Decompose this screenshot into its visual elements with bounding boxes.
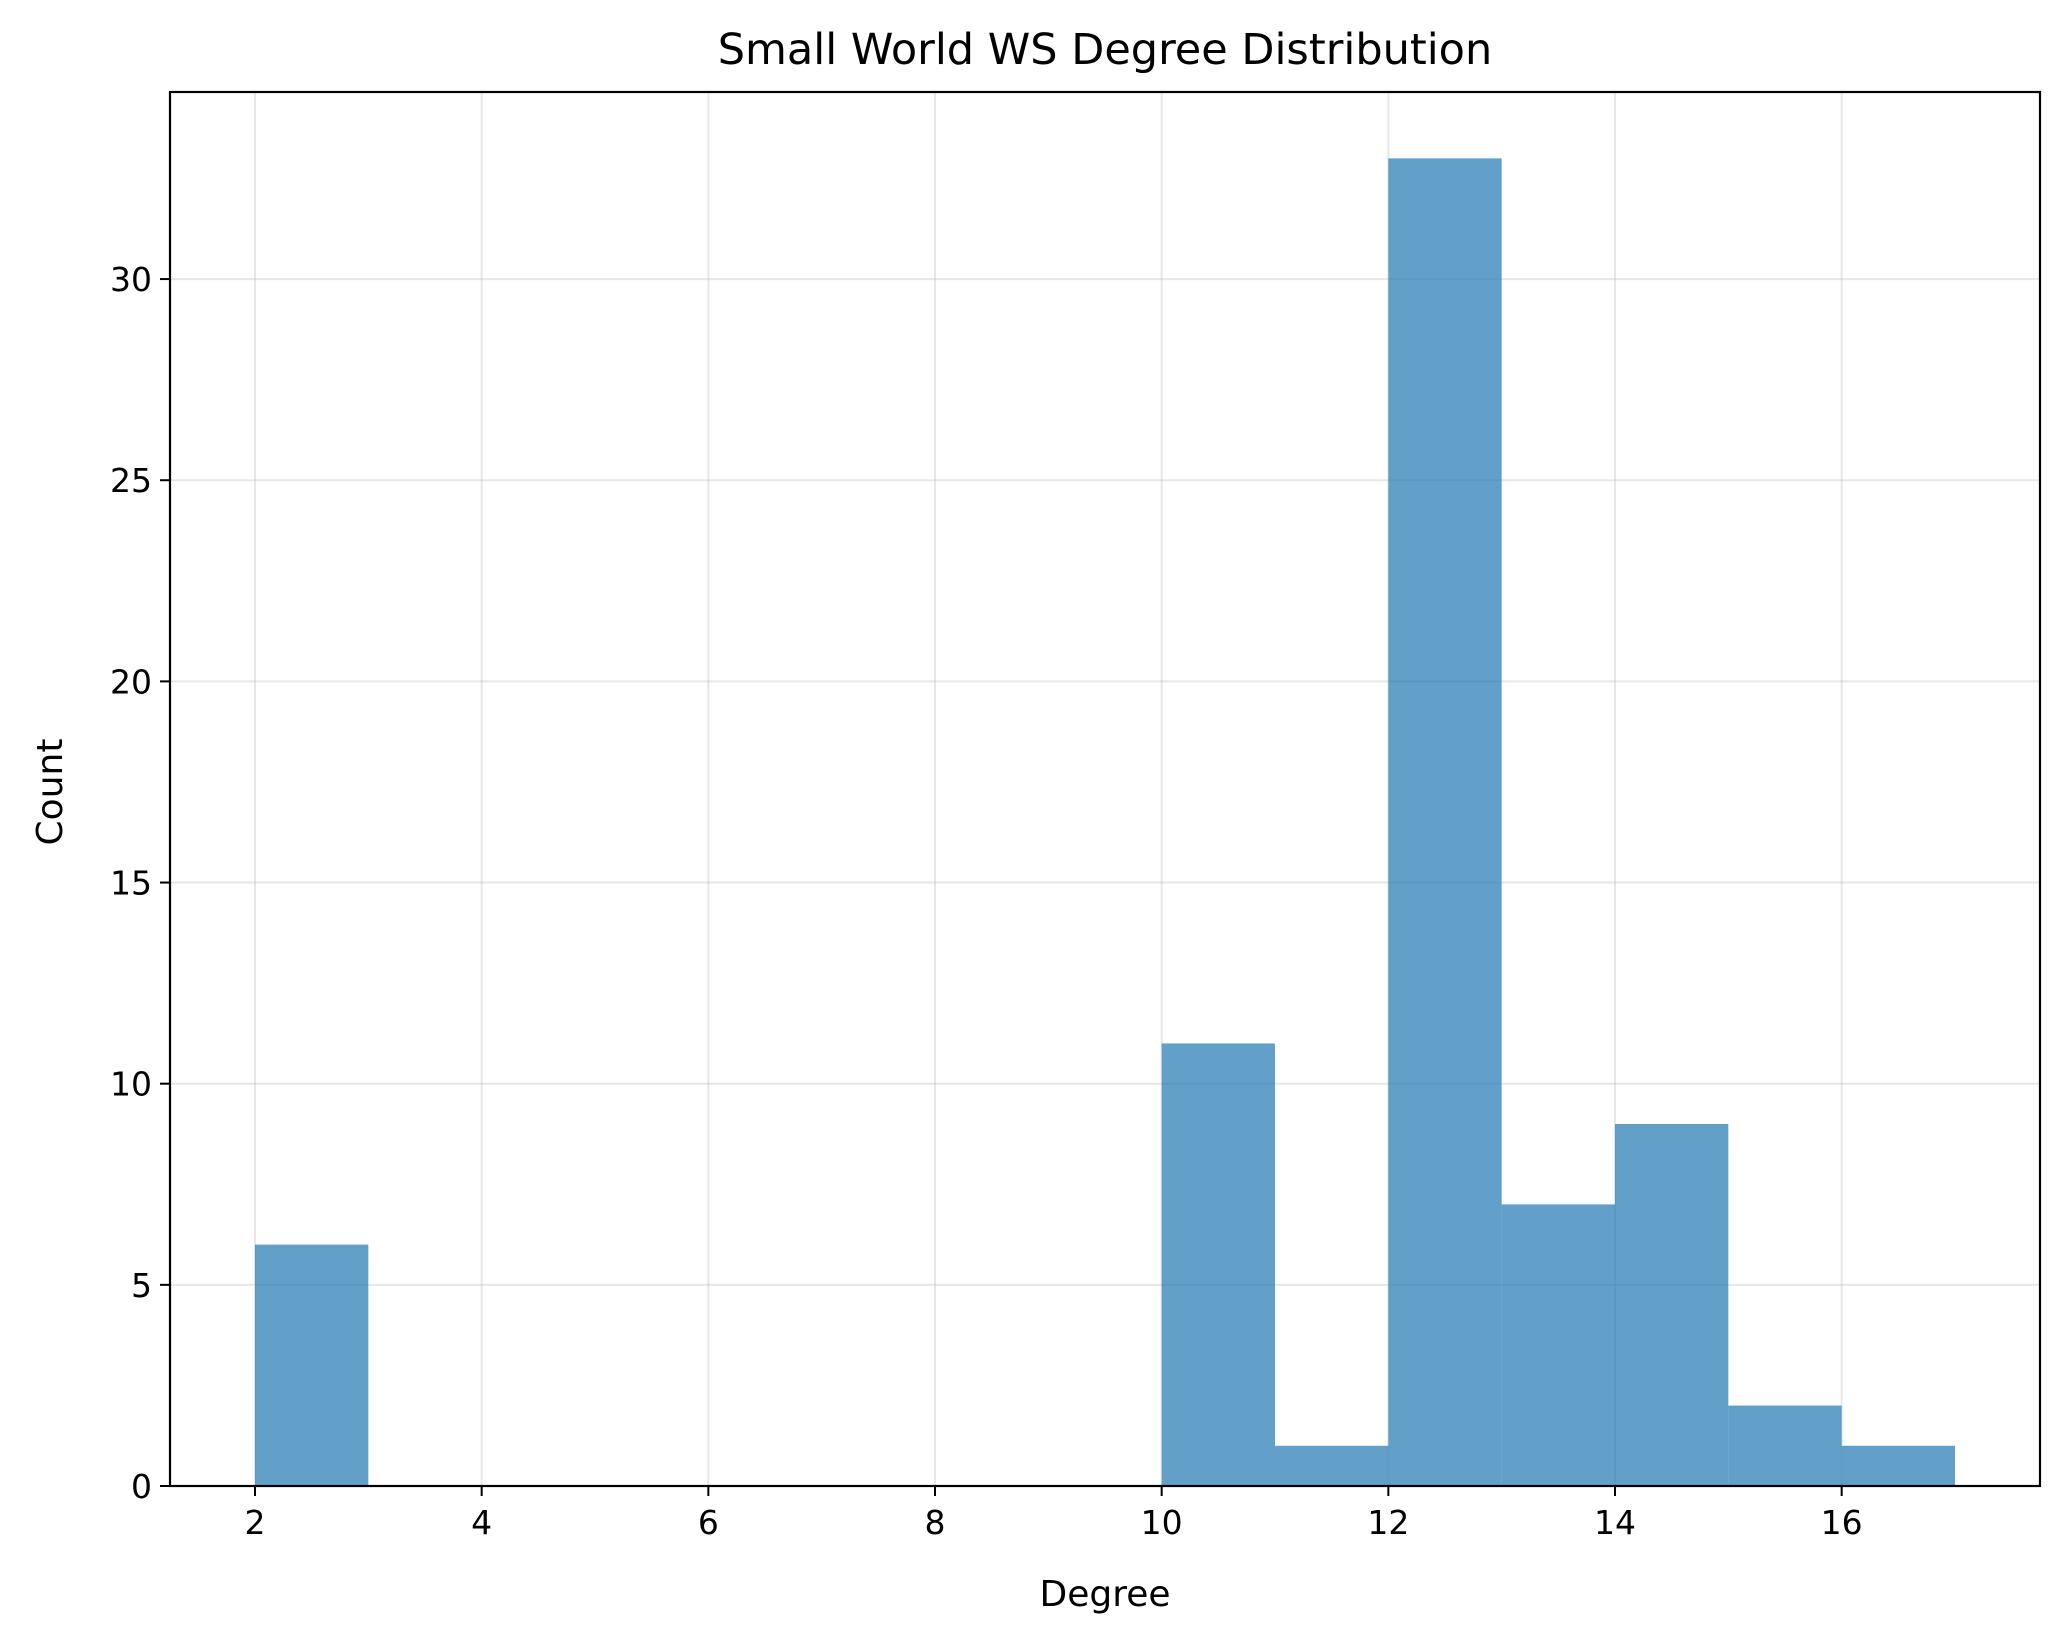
x-tick-label: 10 — [1141, 1503, 1183, 1542]
chart-title: Small World WS Degree Distribution — [718, 25, 1493, 75]
x-tick-label: 2 — [245, 1503, 266, 1542]
histogram-bar — [1275, 1445, 1389, 1486]
x-tick-label: 16 — [1821, 1503, 1863, 1542]
x-axis-label: Degree — [1039, 1574, 1170, 1615]
histogram-bar — [1388, 158, 1502, 1486]
histogram-bar — [1501, 1204, 1615, 1486]
histogram-bar — [1615, 1123, 1729, 1486]
plot-area-frame — [168, 90, 2042, 1488]
y-tick-label: 15 — [110, 864, 152, 903]
x-tick-label: 6 — [698, 1503, 719, 1542]
y-tick-label: 30 — [110, 260, 152, 299]
y-tick-label: 10 — [110, 1065, 152, 1104]
x-tick-label: 12 — [1367, 1503, 1409, 1542]
y-tick-label: 20 — [110, 662, 152, 701]
y-tick-label: 0 — [131, 1467, 152, 1506]
histogram-bar — [255, 1244, 369, 1486]
axis-ticks: 2 4 6 8 10 12 14 16 0 5 10 15 20 25 30 — [110, 260, 1863, 1542]
histogram-bar — [1161, 1043, 1275, 1486]
x-tick-label: 14 — [1594, 1503, 1636, 1542]
x-tick-label: 8 — [925, 1503, 946, 1542]
y-tick-label: 25 — [110, 461, 152, 500]
y-tick-label: 5 — [131, 1266, 152, 1305]
histogram-bars — [255, 158, 1955, 1486]
histogram-bar — [1841, 1445, 1955, 1486]
histogram-bar — [1728, 1405, 1842, 1486]
y-axis-label: Count — [30, 739, 71, 846]
x-tick-label: 4 — [471, 1503, 492, 1542]
